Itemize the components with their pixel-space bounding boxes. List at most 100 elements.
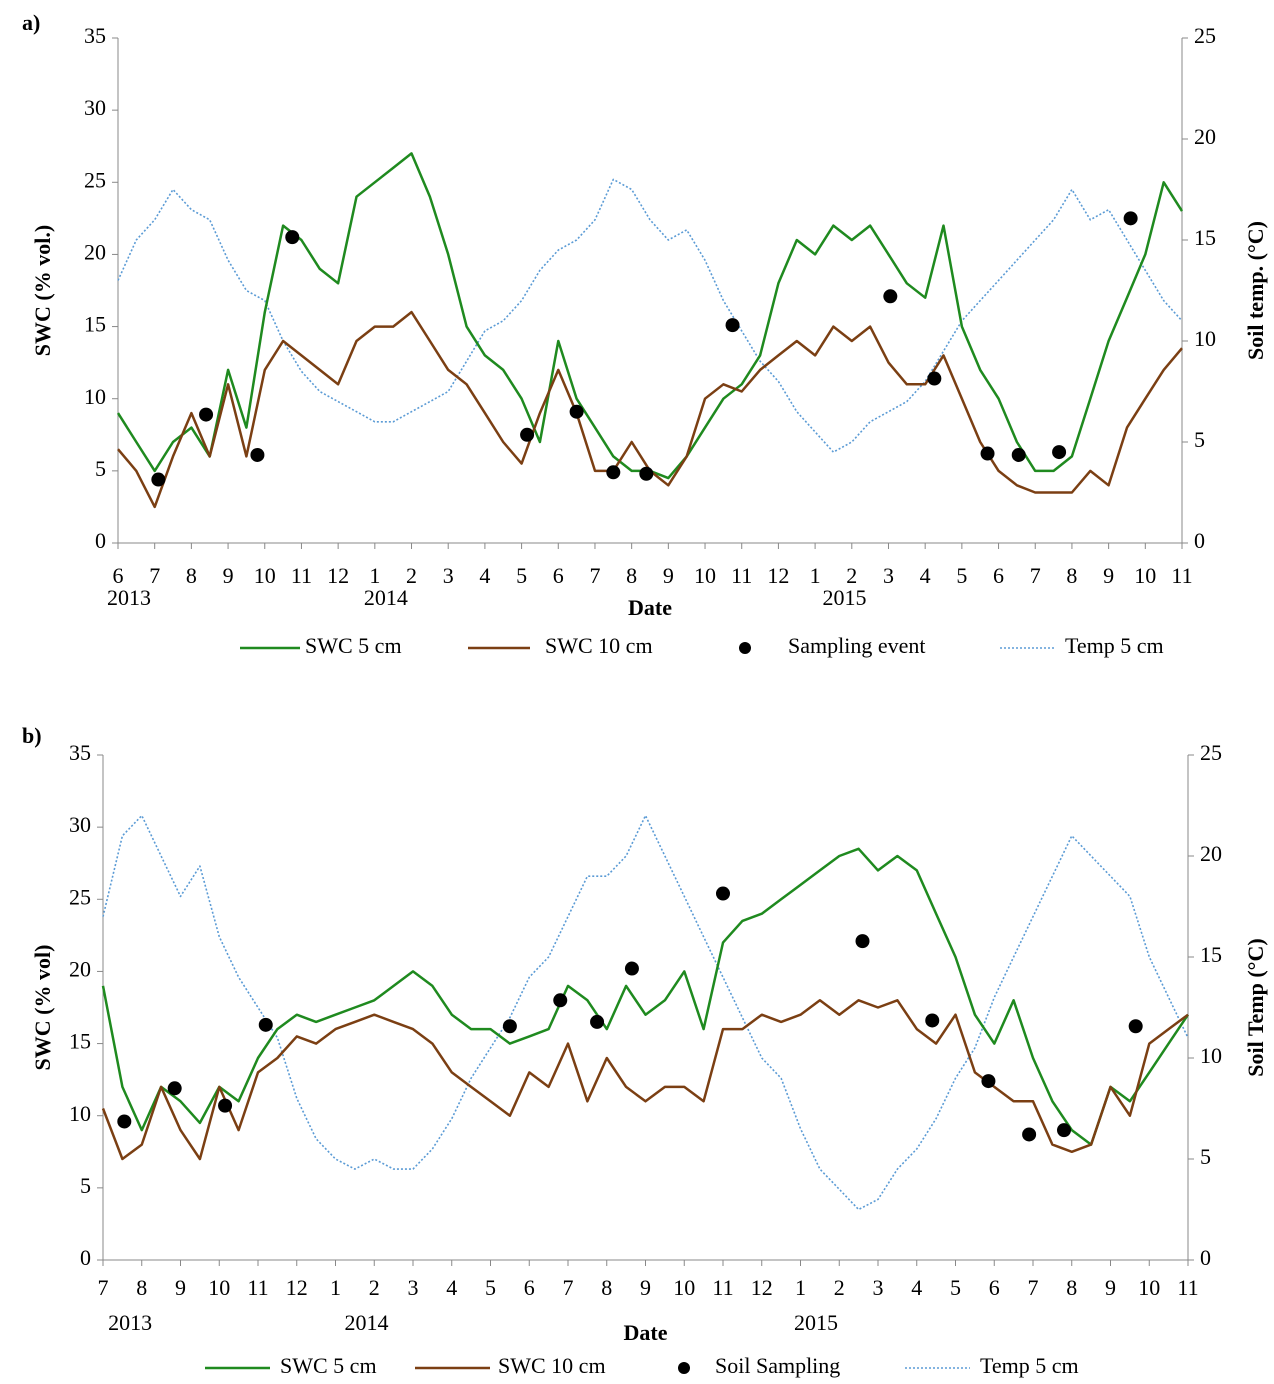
sampling-point (553, 993, 568, 1008)
year-label: 2013 (108, 1310, 152, 1335)
x-tick-label: 1 (330, 1275, 341, 1300)
y-tick-label: 20 (69, 956, 91, 981)
year-label: 2015 (794, 1310, 838, 1335)
sampling-point (1123, 211, 1138, 226)
x-tick-label: 8 (136, 1275, 147, 1300)
y-tick-label: 30 (84, 95, 106, 120)
sampling-point (725, 318, 740, 333)
x-tick-label: 8 (626, 563, 637, 588)
x-tick-label: 9 (175, 1275, 186, 1300)
x-tick-label: 8 (1066, 1275, 1077, 1300)
sampling-point (1128, 1019, 1143, 1034)
y2-tick-label: 25 (1194, 23, 1216, 48)
x-tick-label: 6 (524, 1275, 535, 1300)
y2-tick-label: 15 (1200, 942, 1222, 967)
legend-label: SWC 5 cm (280, 1353, 377, 1378)
sampling-point (1052, 445, 1067, 460)
x-tick-label: 7 (149, 563, 160, 588)
x-tick-label: 2 (834, 1275, 845, 1300)
series-line (116, 152, 1184, 480)
sampling-point (250, 447, 265, 462)
y-tick-label: 30 (69, 812, 91, 837)
x-tick-label: 9 (663, 563, 674, 588)
x-tick-label: 10 (1138, 1275, 1160, 1300)
y-tick-label: 10 (84, 384, 106, 409)
y-tick-label: 15 (84, 312, 106, 337)
sampling-point (639, 466, 654, 481)
y2-tick-label: 10 (1194, 326, 1216, 351)
y2-tick-label: 20 (1200, 841, 1222, 866)
y-tick-label: 25 (84, 167, 106, 192)
x-tick-label: 12 (751, 1275, 773, 1300)
x-tick-label: 2 (406, 563, 417, 588)
y-tick-label: 20 (84, 239, 106, 264)
y2-tick-label: 10 (1200, 1043, 1222, 1068)
panel-label: a) (22, 10, 40, 35)
x-tick-label: 3 (408, 1275, 419, 1300)
x-axis-title: Date (628, 595, 672, 620)
sampling-point (218, 1098, 233, 1113)
series-line (101, 999, 1189, 1161)
x-tick-label: 4 (479, 563, 490, 588)
x-tick-label: 5 (956, 563, 967, 588)
legend-marker (739, 642, 751, 654)
x-tick-label: 11 (712, 1275, 733, 1300)
sampling-point (716, 886, 730, 901)
x-tick-label: 7 (563, 1275, 574, 1300)
sampling-point (624, 961, 639, 976)
y-tick-label: 35 (84, 23, 106, 48)
x-tick-label: 4 (446, 1275, 457, 1300)
sampling-point (520, 427, 535, 442)
x-tick-label: 11 (247, 1275, 268, 1300)
sampling-point (981, 1074, 996, 1089)
y-tick-label: 35 (69, 740, 91, 765)
x-tick-label: 1 (369, 563, 380, 588)
y-tick-label: 0 (80, 1245, 91, 1270)
sampling-point (590, 1014, 605, 1029)
y-tick-label: 5 (80, 1173, 91, 1198)
x-tick-label: 10 (208, 1275, 230, 1300)
y2-tick-label: 15 (1194, 225, 1216, 250)
sampling-point (1011, 447, 1026, 462)
sampling-point (980, 446, 995, 461)
y2-tick-label: 5 (1200, 1144, 1211, 1169)
x-tick-label: 4 (911, 1275, 922, 1300)
sampling-point (1057, 1123, 1071, 1138)
x-tick-label: 7 (1030, 563, 1041, 588)
x-tick-label: 10 (673, 1275, 695, 1300)
year-label: 2014 (345, 1310, 389, 1335)
x-tick-label: 2 (369, 1275, 380, 1300)
sampling-point (258, 1017, 273, 1032)
y-axis-title: SWC (% vol) (30, 945, 55, 1071)
y-tick-label: 5 (95, 456, 106, 481)
x-tick-label: 12 (327, 563, 349, 588)
sampling-point (502, 1019, 517, 1034)
x-tick-label: 12 (767, 563, 789, 588)
y-tick-label: 10 (69, 1101, 91, 1126)
y2-tick-label: 5 (1194, 427, 1205, 452)
x-tick-label: 1 (795, 1275, 806, 1300)
sampling-point (927, 371, 942, 386)
sampling-point (606, 465, 621, 480)
x-tick-label: 9 (1103, 563, 1114, 588)
y2-tick-label: 20 (1194, 124, 1216, 149)
y-tick-label: 15 (69, 1029, 91, 1054)
series-line (117, 178, 1183, 453)
x-tick-label: 8 (1066, 563, 1077, 588)
year-label: 2013 (107, 585, 151, 610)
series-line (101, 847, 1190, 1146)
sampling-point (855, 934, 870, 949)
x-tick-label: 2 (846, 563, 857, 588)
x-tick-label: 10 (694, 563, 716, 588)
x-tick-label: 9 (223, 563, 234, 588)
sampling-point (569, 404, 584, 419)
x-tick-label: 10 (1134, 563, 1156, 588)
y-tick-label: 25 (69, 884, 91, 909)
x-tick-label: 8 (601, 1275, 612, 1300)
sampling-point (1022, 1127, 1037, 1142)
sampling-point (285, 230, 300, 245)
x-tick-label: 1 (810, 563, 821, 588)
year-label: 2014 (364, 585, 408, 610)
